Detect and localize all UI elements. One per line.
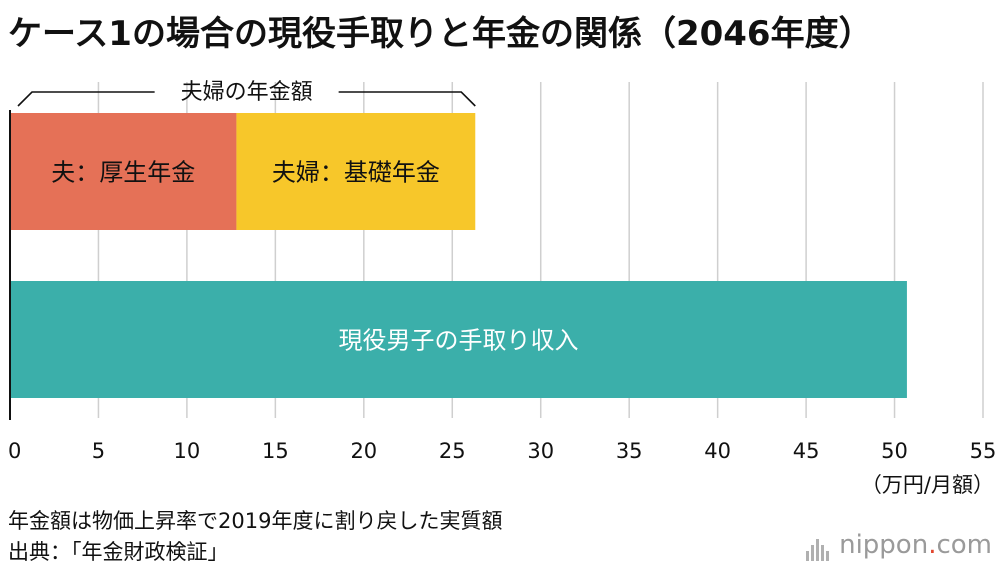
x-tick-25: 25 bbox=[439, 439, 466, 463]
x-tick-35: 35 bbox=[616, 439, 643, 463]
segment-label-1-0: 現役男子の手取り収入 bbox=[338, 327, 578, 355]
logo-name: nippon bbox=[839, 530, 929, 560]
bar-segment-0-0 bbox=[10, 113, 237, 230]
x-tick-5: 5 bbox=[92, 439, 105, 463]
bracket-left bbox=[17, 91, 155, 107]
x-tick-30: 30 bbox=[527, 439, 554, 463]
segment-label-0-0: 夫：厚生年金 bbox=[51, 159, 195, 187]
x-tick-0: 0 bbox=[8, 439, 21, 463]
nippon-logo: nippon.com bbox=[806, 530, 992, 561]
segment-label-0-1: 夫婦：基礎年金 bbox=[272, 159, 440, 187]
x-tick-45: 45 bbox=[793, 439, 820, 463]
x-tick-55: 55 bbox=[970, 439, 997, 463]
chart-title: ケース1の場合の現役手取りと年金の関係（2046年度） bbox=[8, 14, 873, 54]
bar-segments bbox=[10, 113, 907, 398]
bar-segment-0-1 bbox=[236, 113, 476, 230]
x-tick-50: 50 bbox=[881, 439, 908, 463]
x-tick-10: 10 bbox=[174, 439, 201, 463]
x-tick-labels: 0 5 10 15 20 25 30 35 40 45 50 55 bbox=[8, 439, 996, 463]
couple-pension-bracket: 夫婦の年金額 bbox=[17, 80, 476, 107]
logo-bars-icon bbox=[806, 531, 831, 561]
note-source: 出典：「年金財政検証」 bbox=[8, 540, 229, 564]
logo-tld: com bbox=[936, 530, 992, 560]
x-tick-40: 40 bbox=[704, 439, 731, 463]
unit-label: （万円/月額） bbox=[861, 473, 994, 497]
logo-dot: . bbox=[928, 530, 937, 560]
bar-segment-1-0 bbox=[10, 281, 907, 398]
note-real-value: 年金額は物価上昇率で2019年度に割り戻した実質額 bbox=[8, 509, 503, 533]
bracket-label: 夫婦の年金額 bbox=[181, 80, 313, 105]
x-tick-20: 20 bbox=[350, 439, 377, 463]
x-tick-15: 15 bbox=[262, 439, 289, 463]
bracket-right bbox=[338, 91, 476, 107]
